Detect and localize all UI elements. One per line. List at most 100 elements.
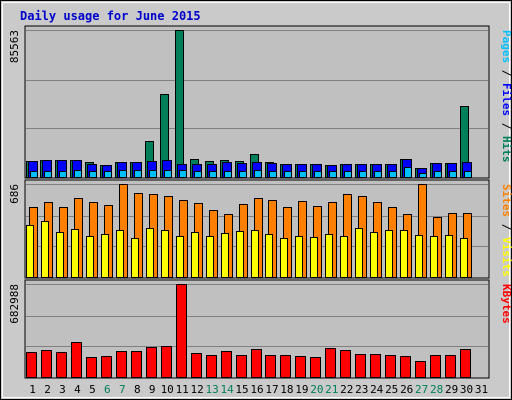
bar-pages-day-20 [314, 171, 322, 178]
bar-pages-day-23 [359, 171, 367, 178]
panel-plot-area [24, 25, 490, 179]
bar-kbytes-day-9 [146, 347, 157, 378]
bar-kbytes-day-22 [340, 350, 351, 378]
bar-pages-day-10 [164, 170, 172, 178]
bar-kbytes-day-14 [221, 351, 232, 378]
chart-panels: 85563 Pages / Files / Hits 686 Sites / Visi… [8, 25, 512, 379]
bar-visits-day-5 [86, 236, 94, 278]
bar-kbytes-day-8 [131, 351, 142, 378]
bar-kbytes-day-11 [176, 284, 187, 378]
bar-pages-day-5 [89, 171, 97, 178]
bar-kbytes-day-23 [355, 354, 366, 378]
bar-visits-day-6 [101, 234, 109, 278]
x-tick-label: 3 [59, 383, 66, 396]
bar-pages-day-9 [149, 170, 157, 178]
x-tick-label: 8 [134, 383, 141, 396]
bar-pages-day-21 [329, 171, 337, 178]
x-tick-label: 11 [176, 383, 189, 396]
x-tick-label: 29 [445, 383, 458, 396]
panel-kbytes: 682988 KBytes [8, 279, 512, 379]
x-tick-label: 19 [295, 383, 308, 396]
bar-pages-day-15 [239, 171, 247, 178]
y-max-label: 686 [8, 184, 21, 204]
panel-visits-sites: 686 Sites / Visits [8, 179, 512, 279]
bar-visits-day-18 [280, 238, 288, 278]
x-tick-label: 16 [250, 383, 263, 396]
bar-pages-day-24 [374, 171, 382, 178]
bar-kbytes-day-29 [445, 355, 456, 378]
x-tick-label: 30 [460, 383, 473, 396]
bar-kbytes-day-17 [265, 355, 276, 378]
bar-hits-day-11 [175, 30, 184, 178]
bar-pages-day-6 [104, 171, 112, 178]
bar-visits-day-30 [460, 238, 468, 278]
series-legend-label: Sites / Visits [500, 184, 512, 277]
bar-visits-day-9 [146, 228, 154, 278]
x-tick-label: 14 [220, 383, 234, 396]
x-tick-label: 26 [400, 383, 413, 396]
bar-visits-day-19 [295, 236, 303, 278]
bar-kbytes-day-26 [400, 356, 411, 378]
bar-visits-day-10 [161, 230, 169, 278]
x-tick-label: 23 [355, 383, 368, 396]
legend-segment: Visits [500, 237, 512, 277]
bar-pages-day-30 [464, 171, 472, 178]
bar-kbytes-day-5 [86, 357, 97, 378]
bar-visits-day-22 [340, 236, 348, 278]
bar-pages-day-29 [449, 171, 457, 178]
bar-visits-day-12 [191, 232, 199, 278]
bar-pages-day-1 [30, 171, 38, 178]
x-tick-label: 21 [325, 383, 338, 396]
bar-pages-day-8 [134, 170, 142, 178]
bar-visits-day-4 [71, 229, 79, 278]
bar-pages-day-27 [419, 173, 427, 178]
bar-visits-day-20 [310, 237, 318, 278]
bar-visits-day-26 [400, 230, 408, 278]
bar-pages-day-13 [209, 171, 217, 178]
bar-pages-day-25 [389, 171, 397, 178]
legend-segment: Files [500, 83, 512, 116]
bar-kbytes-day-10 [161, 346, 172, 378]
bar-kbytes-day-3 [56, 352, 67, 378]
bar-visits-day-13 [206, 236, 214, 278]
x-tick-label: 25 [385, 383, 398, 396]
bar-visits-day-17 [265, 234, 273, 278]
bar-kbytes-day-15 [236, 355, 247, 378]
bar-kbytes-day-7 [116, 351, 127, 378]
bar-pages-day-19 [299, 171, 307, 178]
panel-hits-files-pages: 85563 Pages / Files / Hits [8, 25, 512, 179]
bar-visits-day-21 [325, 234, 333, 278]
bar-kbytes-day-21 [325, 348, 336, 378]
x-tick-label: 4 [74, 383, 81, 396]
x-tick-label: 6 [104, 383, 111, 396]
x-tick-label: 13 [205, 383, 218, 396]
bar-kbytes-day-13 [206, 355, 217, 378]
x-tick-label: 17 [265, 383, 278, 396]
x-tick-label: 9 [149, 383, 156, 396]
legend-segment: / [500, 116, 512, 136]
bar-kbytes-day-30 [460, 349, 471, 378]
bar-kbytes-day-4 [71, 342, 82, 378]
x-tick-label: 1 [29, 383, 36, 396]
bar-visits-day-7 [116, 230, 124, 278]
x-tick-label: 5 [89, 383, 96, 396]
x-axis: 1 2 3 4 5 6 7 8 9 10 11 12 13 14 15 16 17 18 19 20 21 22 23 24 2… [29, 383, 488, 396]
x-tick-label: 22 [340, 383, 353, 396]
legend-segment: / [500, 63, 512, 83]
bar-pages-day-7 [119, 170, 127, 178]
bar-visits-day-16 [251, 230, 259, 278]
legend-segment: Sites [500, 184, 512, 217]
bar-visits-day-2 [41, 221, 49, 278]
x-tick-label: 12 [190, 383, 203, 396]
bar-pages-day-28 [434, 171, 442, 178]
series-legend-label: KBytes [500, 284, 512, 324]
bar-visits-day-23 [355, 228, 363, 278]
bar-pages-day-16 [254, 170, 262, 178]
chart-title: Daily usage for June 2015 [20, 9, 201, 23]
bar-pages-day-11 [179, 170, 187, 178]
bar-pages-day-18 [284, 171, 292, 178]
x-tick-label: 18 [280, 383, 293, 396]
bar-visits-day-28 [430, 236, 438, 278]
